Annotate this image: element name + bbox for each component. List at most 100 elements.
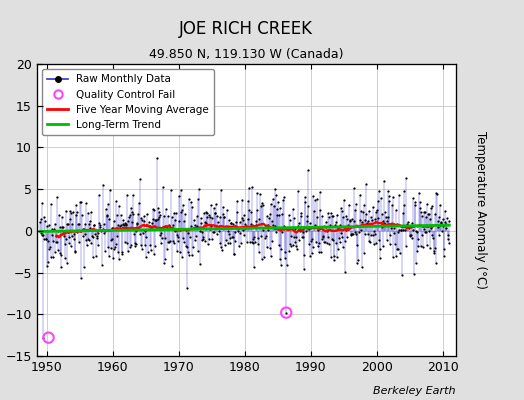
Point bbox=[287, 233, 295, 240]
Point bbox=[141, 242, 149, 248]
Point bbox=[357, 227, 365, 233]
Point bbox=[292, 234, 301, 240]
Point bbox=[336, 239, 344, 245]
Point bbox=[236, 219, 245, 225]
Point bbox=[148, 219, 156, 226]
Point bbox=[83, 236, 92, 242]
Point bbox=[441, 208, 449, 214]
Point bbox=[304, 226, 313, 232]
Point bbox=[128, 219, 137, 225]
Point bbox=[410, 202, 419, 208]
Point bbox=[151, 216, 159, 223]
Point bbox=[392, 207, 400, 214]
Point bbox=[41, 236, 50, 242]
Point bbox=[279, 196, 287, 203]
Point bbox=[420, 229, 429, 235]
Point bbox=[235, 225, 244, 231]
Point bbox=[422, 214, 430, 220]
Point bbox=[69, 209, 77, 216]
Point bbox=[60, 233, 68, 239]
Point bbox=[357, 208, 366, 214]
Point bbox=[126, 212, 134, 218]
Point bbox=[398, 272, 406, 278]
Point bbox=[431, 245, 440, 252]
Point bbox=[261, 223, 270, 230]
Point bbox=[157, 230, 166, 236]
Point bbox=[383, 237, 391, 243]
Point bbox=[40, 214, 48, 220]
Point bbox=[272, 206, 281, 213]
Point bbox=[124, 248, 133, 254]
Point bbox=[113, 232, 121, 239]
Point bbox=[239, 217, 247, 224]
Point bbox=[161, 234, 170, 241]
Point bbox=[205, 211, 213, 218]
Point bbox=[280, 249, 289, 256]
Point bbox=[79, 232, 88, 239]
Point bbox=[87, 209, 95, 216]
Point bbox=[438, 228, 446, 235]
Point bbox=[171, 216, 180, 223]
Point bbox=[348, 216, 357, 222]
Point bbox=[94, 230, 102, 236]
Point bbox=[119, 221, 128, 227]
Point bbox=[350, 185, 358, 191]
Point bbox=[150, 251, 158, 258]
Point bbox=[296, 228, 304, 234]
Point bbox=[246, 238, 254, 245]
Point bbox=[80, 225, 88, 232]
Point bbox=[346, 217, 354, 223]
Point bbox=[273, 212, 281, 219]
Point bbox=[113, 212, 122, 218]
Point bbox=[179, 234, 187, 241]
Point bbox=[330, 256, 338, 263]
Point bbox=[256, 203, 265, 209]
Point bbox=[214, 227, 223, 234]
Point bbox=[246, 208, 255, 215]
Point bbox=[327, 254, 335, 260]
Point bbox=[369, 232, 377, 238]
Point bbox=[426, 245, 434, 251]
Point bbox=[283, 224, 291, 231]
Point bbox=[345, 218, 354, 225]
Point bbox=[47, 200, 56, 207]
Point bbox=[299, 229, 308, 235]
Point bbox=[40, 236, 49, 243]
Point bbox=[440, 253, 448, 259]
Point bbox=[192, 223, 201, 230]
Point bbox=[325, 241, 334, 248]
Point bbox=[73, 228, 81, 235]
Point bbox=[252, 222, 260, 228]
Point bbox=[388, 202, 396, 209]
Point bbox=[84, 210, 92, 216]
Point bbox=[74, 239, 83, 245]
Point bbox=[424, 210, 432, 217]
Point bbox=[427, 205, 435, 211]
Point bbox=[192, 232, 200, 239]
Point bbox=[429, 235, 437, 241]
Point bbox=[150, 243, 159, 250]
Point bbox=[157, 240, 165, 246]
Point bbox=[212, 224, 221, 231]
Point bbox=[432, 260, 441, 266]
Point bbox=[102, 206, 110, 212]
Point bbox=[200, 210, 208, 216]
Point bbox=[420, 226, 428, 233]
Point bbox=[266, 245, 274, 251]
Point bbox=[107, 237, 115, 243]
Point bbox=[53, 193, 61, 200]
Point bbox=[42, 236, 50, 242]
Point bbox=[57, 252, 66, 258]
Point bbox=[94, 219, 103, 226]
Point bbox=[222, 224, 230, 230]
Point bbox=[89, 234, 97, 240]
Point bbox=[391, 253, 400, 259]
Point bbox=[265, 215, 273, 221]
Point bbox=[436, 201, 444, 208]
Point bbox=[136, 176, 145, 183]
Point bbox=[250, 234, 259, 240]
Point bbox=[301, 194, 310, 200]
Point bbox=[131, 242, 139, 249]
Point bbox=[66, 216, 74, 222]
Point bbox=[374, 215, 383, 221]
